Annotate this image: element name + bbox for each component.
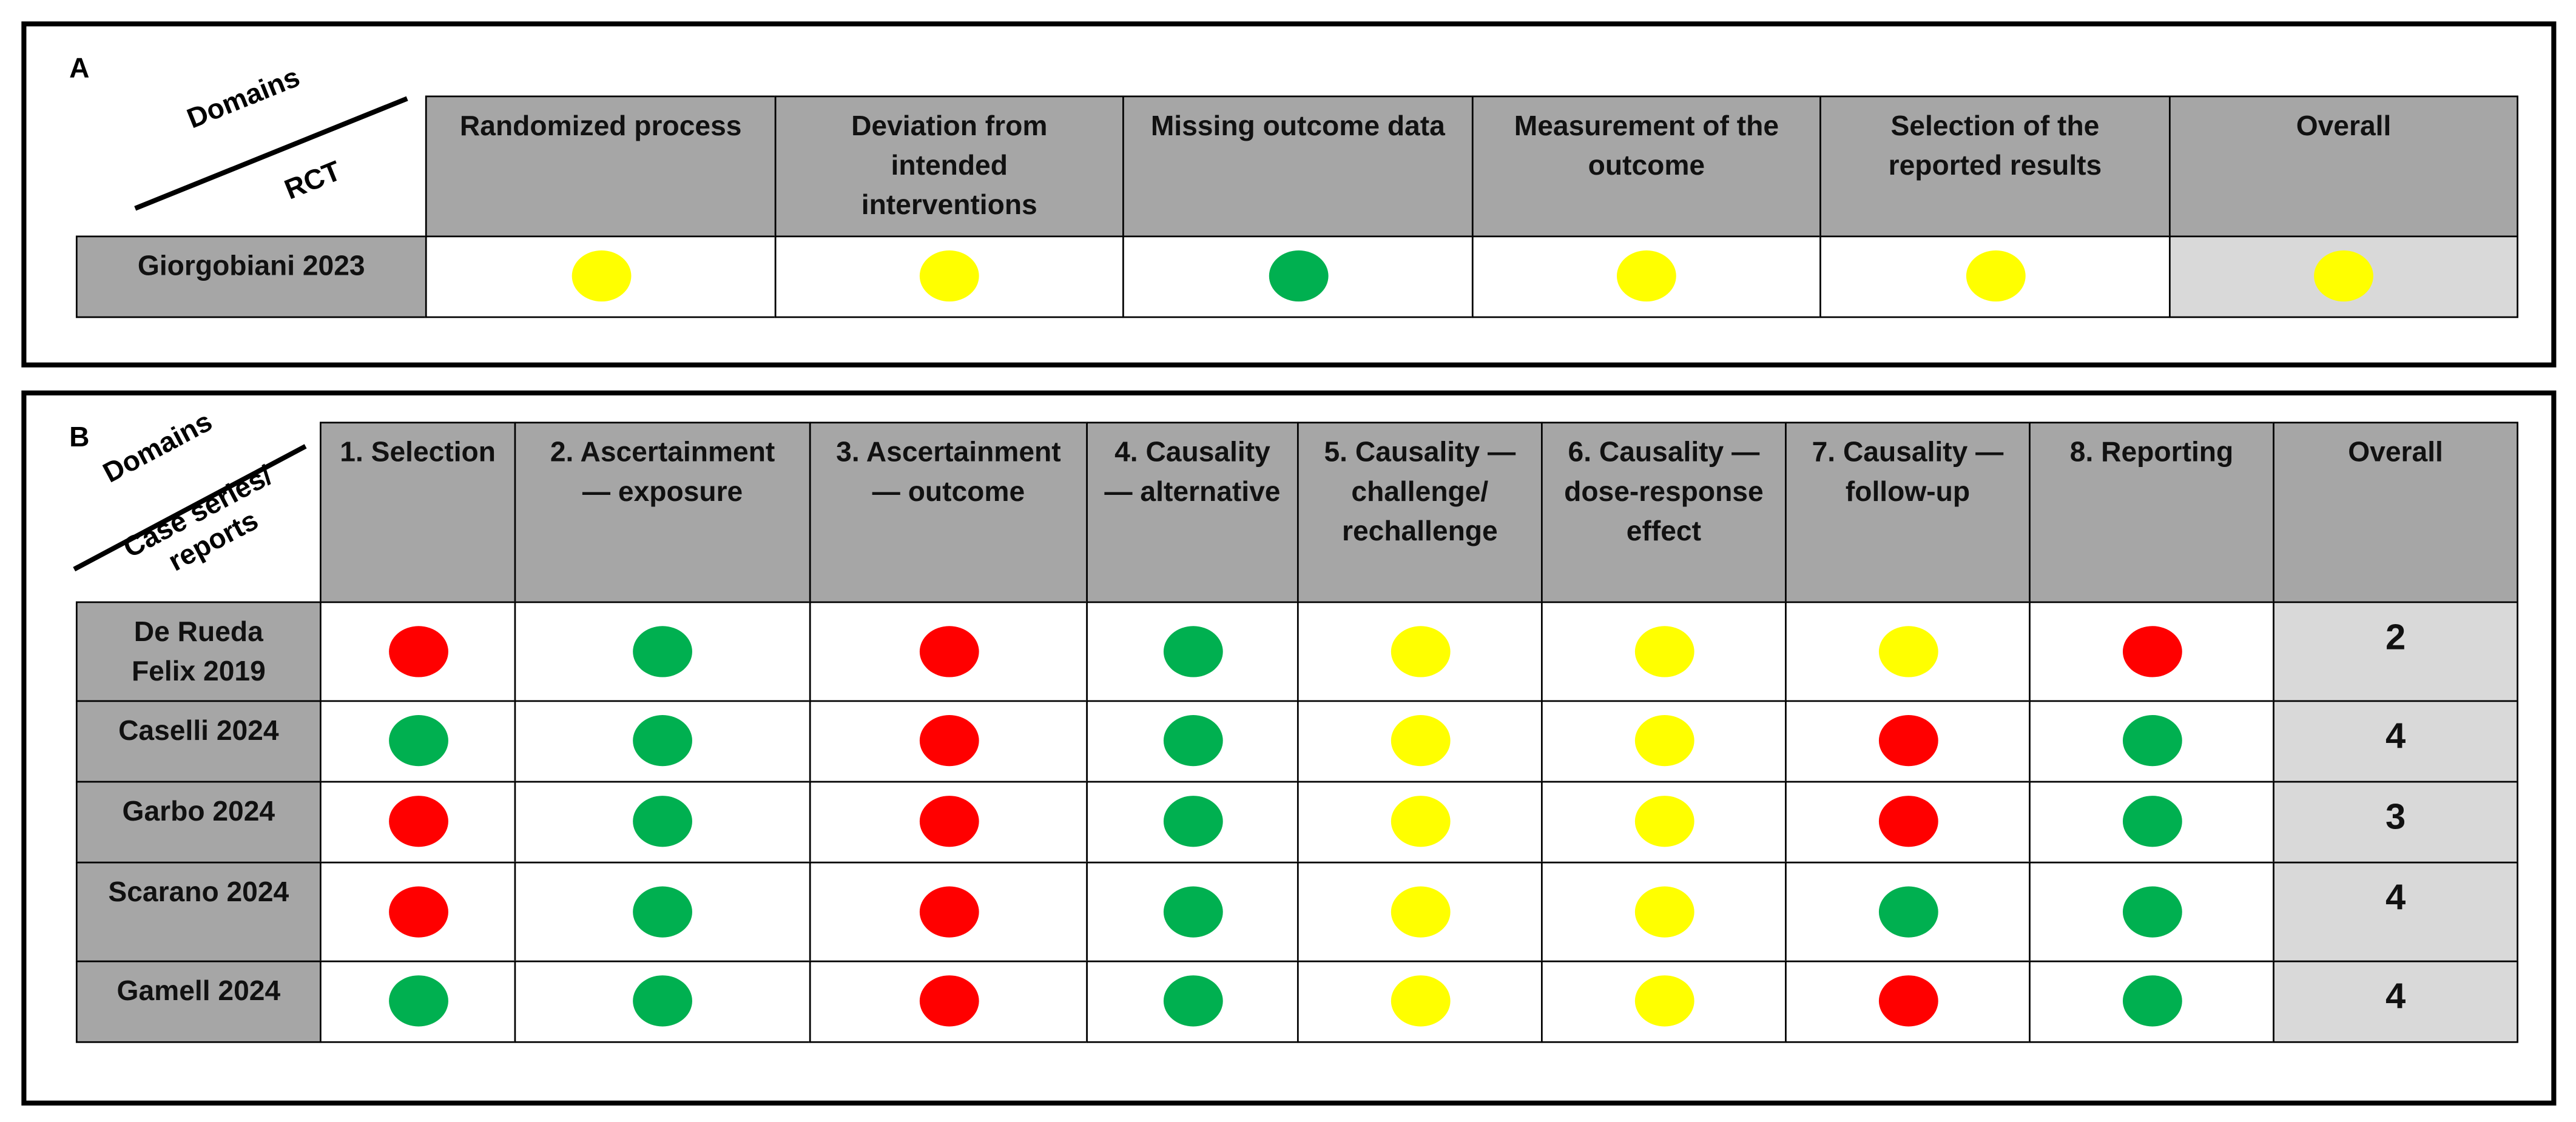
rating-dot xyxy=(388,796,448,847)
rating-dot xyxy=(919,796,979,847)
rating-dot xyxy=(2122,715,2182,767)
rating-dot xyxy=(388,975,448,1027)
column-header: 4. Causality — alternative xyxy=(1086,422,1299,603)
column-header: 3. Ascertainment — outcome xyxy=(809,422,1088,603)
column-header: 8. Reporting xyxy=(2029,422,2274,603)
rating-dot xyxy=(1162,975,1222,1027)
rating-dot xyxy=(633,715,692,767)
rating-dot xyxy=(1162,715,1222,767)
rating-dot xyxy=(919,715,979,767)
rating-dot xyxy=(1878,975,1938,1027)
column-header: 1. Selection xyxy=(320,422,516,603)
rating-dot xyxy=(1162,885,1222,937)
column-header: 7. Causality — follow-up xyxy=(1785,422,2031,603)
rating-dot xyxy=(1634,796,1694,847)
panel-label: A xyxy=(69,52,90,84)
rating-cell xyxy=(1541,861,1787,962)
rating-dot xyxy=(388,715,448,767)
rating-dot xyxy=(633,625,692,677)
overall-score: 4 xyxy=(2273,960,2518,1043)
rating-dot xyxy=(633,885,692,937)
rating-dot xyxy=(1162,796,1222,847)
rating-dot xyxy=(1634,975,1694,1027)
rating-dot xyxy=(1616,250,1676,302)
study-name: Caselli 2024 xyxy=(75,700,322,783)
rating-dot xyxy=(2122,885,2182,937)
rating-dot xyxy=(919,885,979,937)
rating-dot xyxy=(1390,885,1450,937)
rating-dot xyxy=(1634,715,1694,767)
study-name: Gamell 2024 xyxy=(75,960,322,1043)
overall-score: 4 xyxy=(2273,861,2518,962)
rating-dot xyxy=(1634,625,1694,677)
rating-dot xyxy=(571,250,631,302)
rating-dot xyxy=(919,250,979,302)
column-header: 2. Ascertainment — exposure xyxy=(514,422,811,603)
column-header: Missing outcome data xyxy=(1122,95,1474,238)
rating-dot xyxy=(2314,250,2373,302)
rating-dot xyxy=(1390,625,1450,677)
rating-dot xyxy=(919,625,979,677)
column-header: Randomized process xyxy=(425,95,777,238)
column-header: Selection of the reported results xyxy=(1819,95,2171,238)
overall-score: 4 xyxy=(2273,700,2518,783)
panel-label: B xyxy=(69,422,90,454)
overall-score: 3 xyxy=(2273,781,2518,864)
rating-dot xyxy=(1878,715,1938,767)
rating-dot xyxy=(1634,885,1694,937)
overall-score: 2 xyxy=(2273,601,2518,702)
rating-dot xyxy=(919,975,979,1027)
column-header: Overall xyxy=(2169,95,2518,238)
column-header: 5. Causality — challenge/ rechallenge xyxy=(1296,422,1543,603)
rating-dot xyxy=(633,975,692,1027)
panel-b xyxy=(21,390,2557,1106)
rating-dot xyxy=(1268,250,1328,302)
rating-dot xyxy=(1162,625,1222,677)
rating-dot xyxy=(633,796,692,847)
study-name: Giorgobiani 2023 xyxy=(75,235,427,318)
rating-dot xyxy=(1390,975,1450,1027)
study-name: De Rueda Felix 2019 xyxy=(75,601,322,702)
panel-a xyxy=(21,21,2557,368)
rating-dot xyxy=(1965,250,2025,302)
rating-dot xyxy=(1878,796,1938,847)
column-header: Overall xyxy=(2273,422,2518,603)
column-header: Measurement of the outcome xyxy=(1471,95,1821,238)
rating-dot xyxy=(1878,885,1938,937)
rating-dot xyxy=(2122,625,2182,677)
study-name: Garbo 2024 xyxy=(75,781,322,864)
rating-dot xyxy=(388,625,448,677)
rating-dot xyxy=(1878,625,1938,677)
rating-dot xyxy=(2122,975,2182,1027)
column-header: Deviation from intended interventions xyxy=(774,95,1124,238)
rating-dot xyxy=(388,885,448,937)
rating-dot xyxy=(1390,796,1450,847)
rating-dot xyxy=(1390,715,1450,767)
rating-dot xyxy=(2122,796,2182,847)
study-name: Scarano 2024 xyxy=(75,861,322,962)
column-header: 6. Causality — dose-response effect xyxy=(1541,422,1787,603)
